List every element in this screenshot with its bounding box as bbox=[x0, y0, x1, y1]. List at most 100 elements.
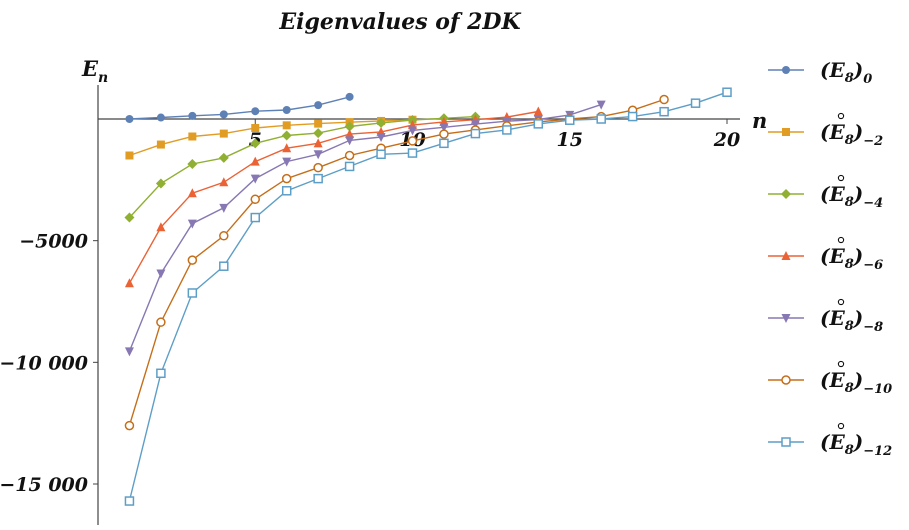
y-axis-label-sub: n bbox=[98, 70, 108, 86]
x-tick-label: 15 bbox=[557, 129, 583, 151]
series-line bbox=[129, 96, 350, 120]
ring-accent-icon bbox=[837, 112, 845, 120]
data-point bbox=[125, 151, 134, 160]
data-point bbox=[156, 140, 165, 149]
data-point bbox=[188, 111, 197, 120]
legend-marker bbox=[781, 314, 791, 323]
data-point bbox=[659, 94, 669, 105]
legend-item-1: (E8)−2 bbox=[768, 112, 883, 149]
data-point bbox=[722, 87, 732, 97]
data-point bbox=[376, 133, 386, 143]
data-point bbox=[125, 115, 134, 123]
data-point bbox=[344, 121, 355, 132]
legend-item-6: (E8)−12 bbox=[768, 422, 892, 459]
data-point bbox=[251, 124, 260, 133]
data-point bbox=[596, 100, 606, 110]
data-point bbox=[313, 128, 324, 139]
data-point bbox=[187, 159, 198, 170]
ring-accent-icon bbox=[837, 422, 845, 430]
data-point bbox=[124, 278, 134, 288]
data-point bbox=[470, 120, 480, 130]
data-point bbox=[187, 288, 198, 298]
legend-label: (E8)−8 bbox=[820, 306, 883, 335]
data-point bbox=[219, 231, 229, 241]
data-point bbox=[345, 92, 354, 101]
series-layer bbox=[124, 87, 732, 506]
data-point bbox=[533, 119, 544, 129]
data-point bbox=[124, 496, 135, 506]
data-point bbox=[124, 347, 134, 357]
data-point bbox=[156, 113, 165, 122]
legend-marker bbox=[781, 375, 791, 385]
data-point bbox=[407, 114, 418, 125]
data-point bbox=[156, 222, 166, 232]
data-point bbox=[313, 173, 323, 184]
data-point bbox=[376, 149, 386, 160]
data-point bbox=[250, 174, 260, 184]
y-axis-label: En bbox=[81, 56, 108, 86]
data-point bbox=[124, 212, 135, 223]
data-point bbox=[407, 136, 418, 146]
data-point bbox=[219, 261, 229, 271]
legend-marker bbox=[782, 128, 790, 136]
ring-accent-icon bbox=[837, 298, 845, 306]
y-tick-label: −15 000 bbox=[0, 474, 88, 496]
data-point bbox=[345, 129, 355, 139]
data-point bbox=[344, 161, 355, 172]
series-line bbox=[129, 119, 413, 157]
data-point bbox=[282, 157, 292, 167]
legend-marker bbox=[781, 437, 791, 447]
data-point bbox=[407, 148, 418, 158]
data-point bbox=[187, 188, 197, 198]
data-point bbox=[219, 129, 228, 138]
data-point bbox=[281, 130, 292, 141]
data-point bbox=[345, 136, 355, 146]
series-5 bbox=[124, 94, 669, 431]
data-point bbox=[219, 177, 229, 187]
data-point bbox=[156, 368, 166, 379]
data-point bbox=[156, 317, 166, 327]
x-tick-label: 20 bbox=[713, 129, 740, 151]
legend-label: (E8)−12 bbox=[820, 430, 892, 459]
series-line bbox=[128, 115, 476, 219]
legend-marker bbox=[781, 189, 791, 199]
data-point bbox=[187, 219, 197, 229]
data-point bbox=[565, 115, 575, 125]
data-point bbox=[313, 162, 323, 173]
data-point bbox=[156, 269, 166, 279]
data-point bbox=[281, 173, 292, 184]
series-line bbox=[128, 110, 539, 284]
series-line bbox=[128, 98, 665, 426]
data-point bbox=[124, 420, 135, 431]
data-point bbox=[250, 212, 260, 223]
data-point bbox=[250, 156, 260, 166]
data-point bbox=[439, 138, 449, 149]
x-axis-label: n bbox=[752, 108, 767, 133]
data-point bbox=[439, 129, 449, 139]
legend: (E8)0 (E8)−2 (E8)−4 (E8)−6 (E8)−8 (E8)−10 (E8)… bbox=[768, 58, 892, 459]
legend-label: (E8)−2 bbox=[820, 120, 883, 149]
data-point bbox=[314, 119, 323, 128]
data-point bbox=[281, 186, 292, 196]
legend-marker bbox=[782, 66, 790, 74]
legend-item-3: (E8)−6 bbox=[768, 236, 883, 273]
data-point bbox=[408, 126, 417, 136]
legend-marker bbox=[781, 251, 791, 260]
legend-label: (E8)0 bbox=[820, 58, 872, 87]
data-point bbox=[187, 255, 198, 265]
legend-item-2: (E8)−4 bbox=[768, 174, 883, 211]
series-0 bbox=[125, 92, 354, 123]
data-point bbox=[659, 106, 669, 117]
data-point bbox=[155, 178, 166, 189]
series-line bbox=[128, 91, 728, 502]
ring-accent-icon bbox=[837, 360, 845, 368]
data-point bbox=[251, 107, 260, 116]
data-point bbox=[690, 98, 701, 108]
y-tick-label: −5000 bbox=[19, 231, 88, 253]
legend-label: (E8)−4 bbox=[820, 182, 883, 211]
data-point bbox=[470, 128, 481, 139]
legend-item-0: (E8)0 bbox=[768, 58, 872, 87]
data-point bbox=[219, 203, 229, 213]
